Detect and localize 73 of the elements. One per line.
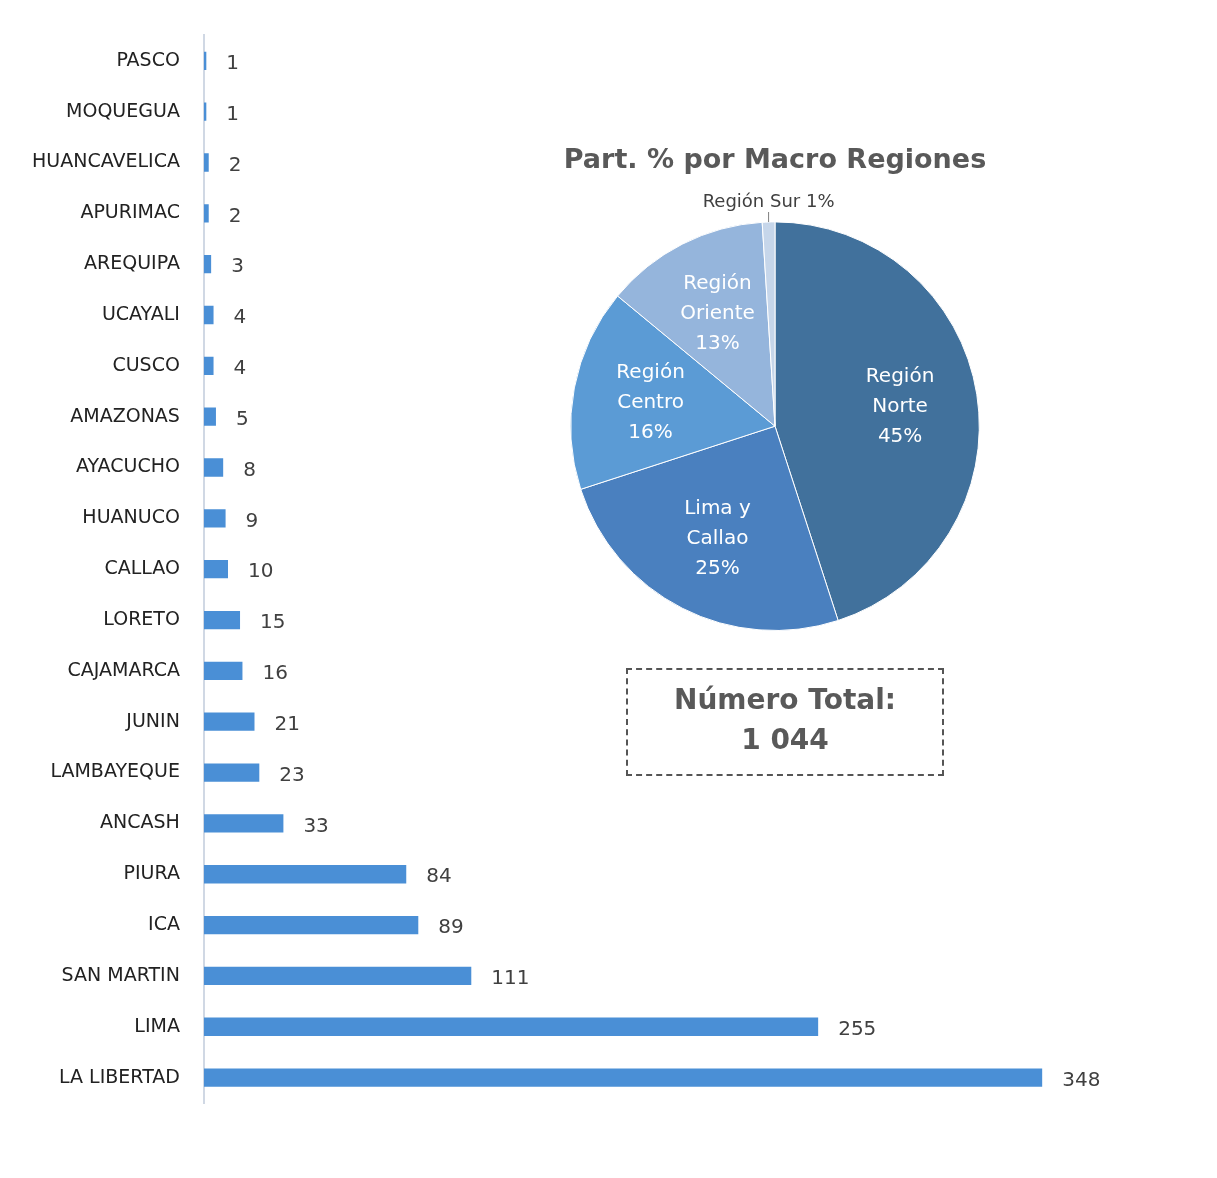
y-tick-label: LIMA [134, 1013, 180, 1036]
data-label: 348 [1062, 1066, 1101, 1091]
slice-label: Región Oriente [680, 269, 755, 324]
bar [203, 153, 209, 172]
data-label: 4 [233, 304, 247, 329]
bar [203, 610, 241, 630]
data-label: 111 [491, 965, 530, 990]
text: 1 044 [740, 722, 830, 758]
data-label: 5 [235, 405, 249, 430]
data-label: 25% [695, 555, 740, 580]
data-label: 16 [262, 660, 288, 685]
slice-label: Región Sur 1% [702, 189, 835, 211]
y-tick-label: CAJAMARCA [67, 657, 180, 680]
y-tick-label: PIURA [123, 861, 180, 884]
data-label: 16% [628, 418, 673, 443]
bar [203, 204, 209, 223]
bar [203, 763, 260, 782]
data-label: 15 [260, 609, 286, 634]
bar [203, 661, 243, 681]
bar [203, 966, 472, 986]
y-tick-label: SAN MARTIN [61, 962, 180, 985]
data-label: 2 [228, 202, 242, 227]
data-label: 9 [245, 507, 259, 532]
data-label: 13% [695, 329, 740, 354]
data-label: 1 [226, 100, 240, 125]
text: Número Total: [673, 682, 897, 718]
bar [203, 407, 216, 426]
bar [203, 356, 214, 375]
data-label: 255 [838, 1015, 877, 1040]
y-tick-label: APURIMAC [80, 200, 180, 223]
y-tick-label: AYACUCHO [75, 454, 180, 477]
data-label: 8 [243, 456, 256, 481]
bar [203, 560, 228, 579]
data-label: 45% [877, 422, 923, 447]
data-label: 89 [438, 914, 464, 939]
y-tick-label: CALLAO [104, 556, 180, 579]
bar [203, 458, 224, 477]
slice-label: Lima y Callao [684, 495, 751, 550]
y-tick-label: JUNIN [125, 708, 180, 731]
y-tick-label: PASCO [116, 47, 180, 70]
y-tick-label: LAMBAYEQUE [50, 759, 180, 782]
data-label: 3 [231, 253, 244, 278]
y-tick-label: AREQUIPA [83, 251, 180, 274]
bar [203, 255, 212, 274]
y-tick-label: LORETO [103, 606, 180, 629]
bar [203, 712, 255, 731]
bar [203, 814, 284, 833]
slice-label: Región Centro [616, 358, 685, 413]
bar [203, 1017, 819, 1036]
y-tick-label: AMAZONAS [70, 403, 180, 426]
data-label: 21 [274, 710, 300, 735]
slice-label: Región Norte [865, 362, 935, 417]
data-label: 33 [303, 812, 329, 837]
y-tick-label: HUANCAVELICA [31, 149, 180, 172]
bar [203, 915, 419, 935]
y-tick-label: CUSCO [112, 352, 180, 375]
data-label: 84 [426, 863, 452, 888]
y-tick-label: UCAYALI [101, 301, 180, 324]
data-label: 23 [279, 761, 305, 786]
chart-title: Part. % por Macro Regiones [563, 143, 987, 175]
bar [203, 305, 214, 325]
data-label: 1 [226, 50, 240, 75]
y-tick-label: ICA [148, 912, 180, 934]
data-label: 10 [248, 558, 274, 583]
y-tick-label: MOQUEGUA [66, 98, 180, 121]
data-label: 2 [228, 151, 242, 176]
data-label: 4 [233, 355, 247, 380]
y-tick-label: LA LIBERTAD [59, 1064, 180, 1087]
bar [203, 509, 226, 528]
y-tick-label: HUANUCO [82, 505, 180, 528]
bar [203, 865, 407, 884]
bar [203, 1068, 1043, 1087]
y-tick-label: ANCASH [100, 810, 180, 833]
